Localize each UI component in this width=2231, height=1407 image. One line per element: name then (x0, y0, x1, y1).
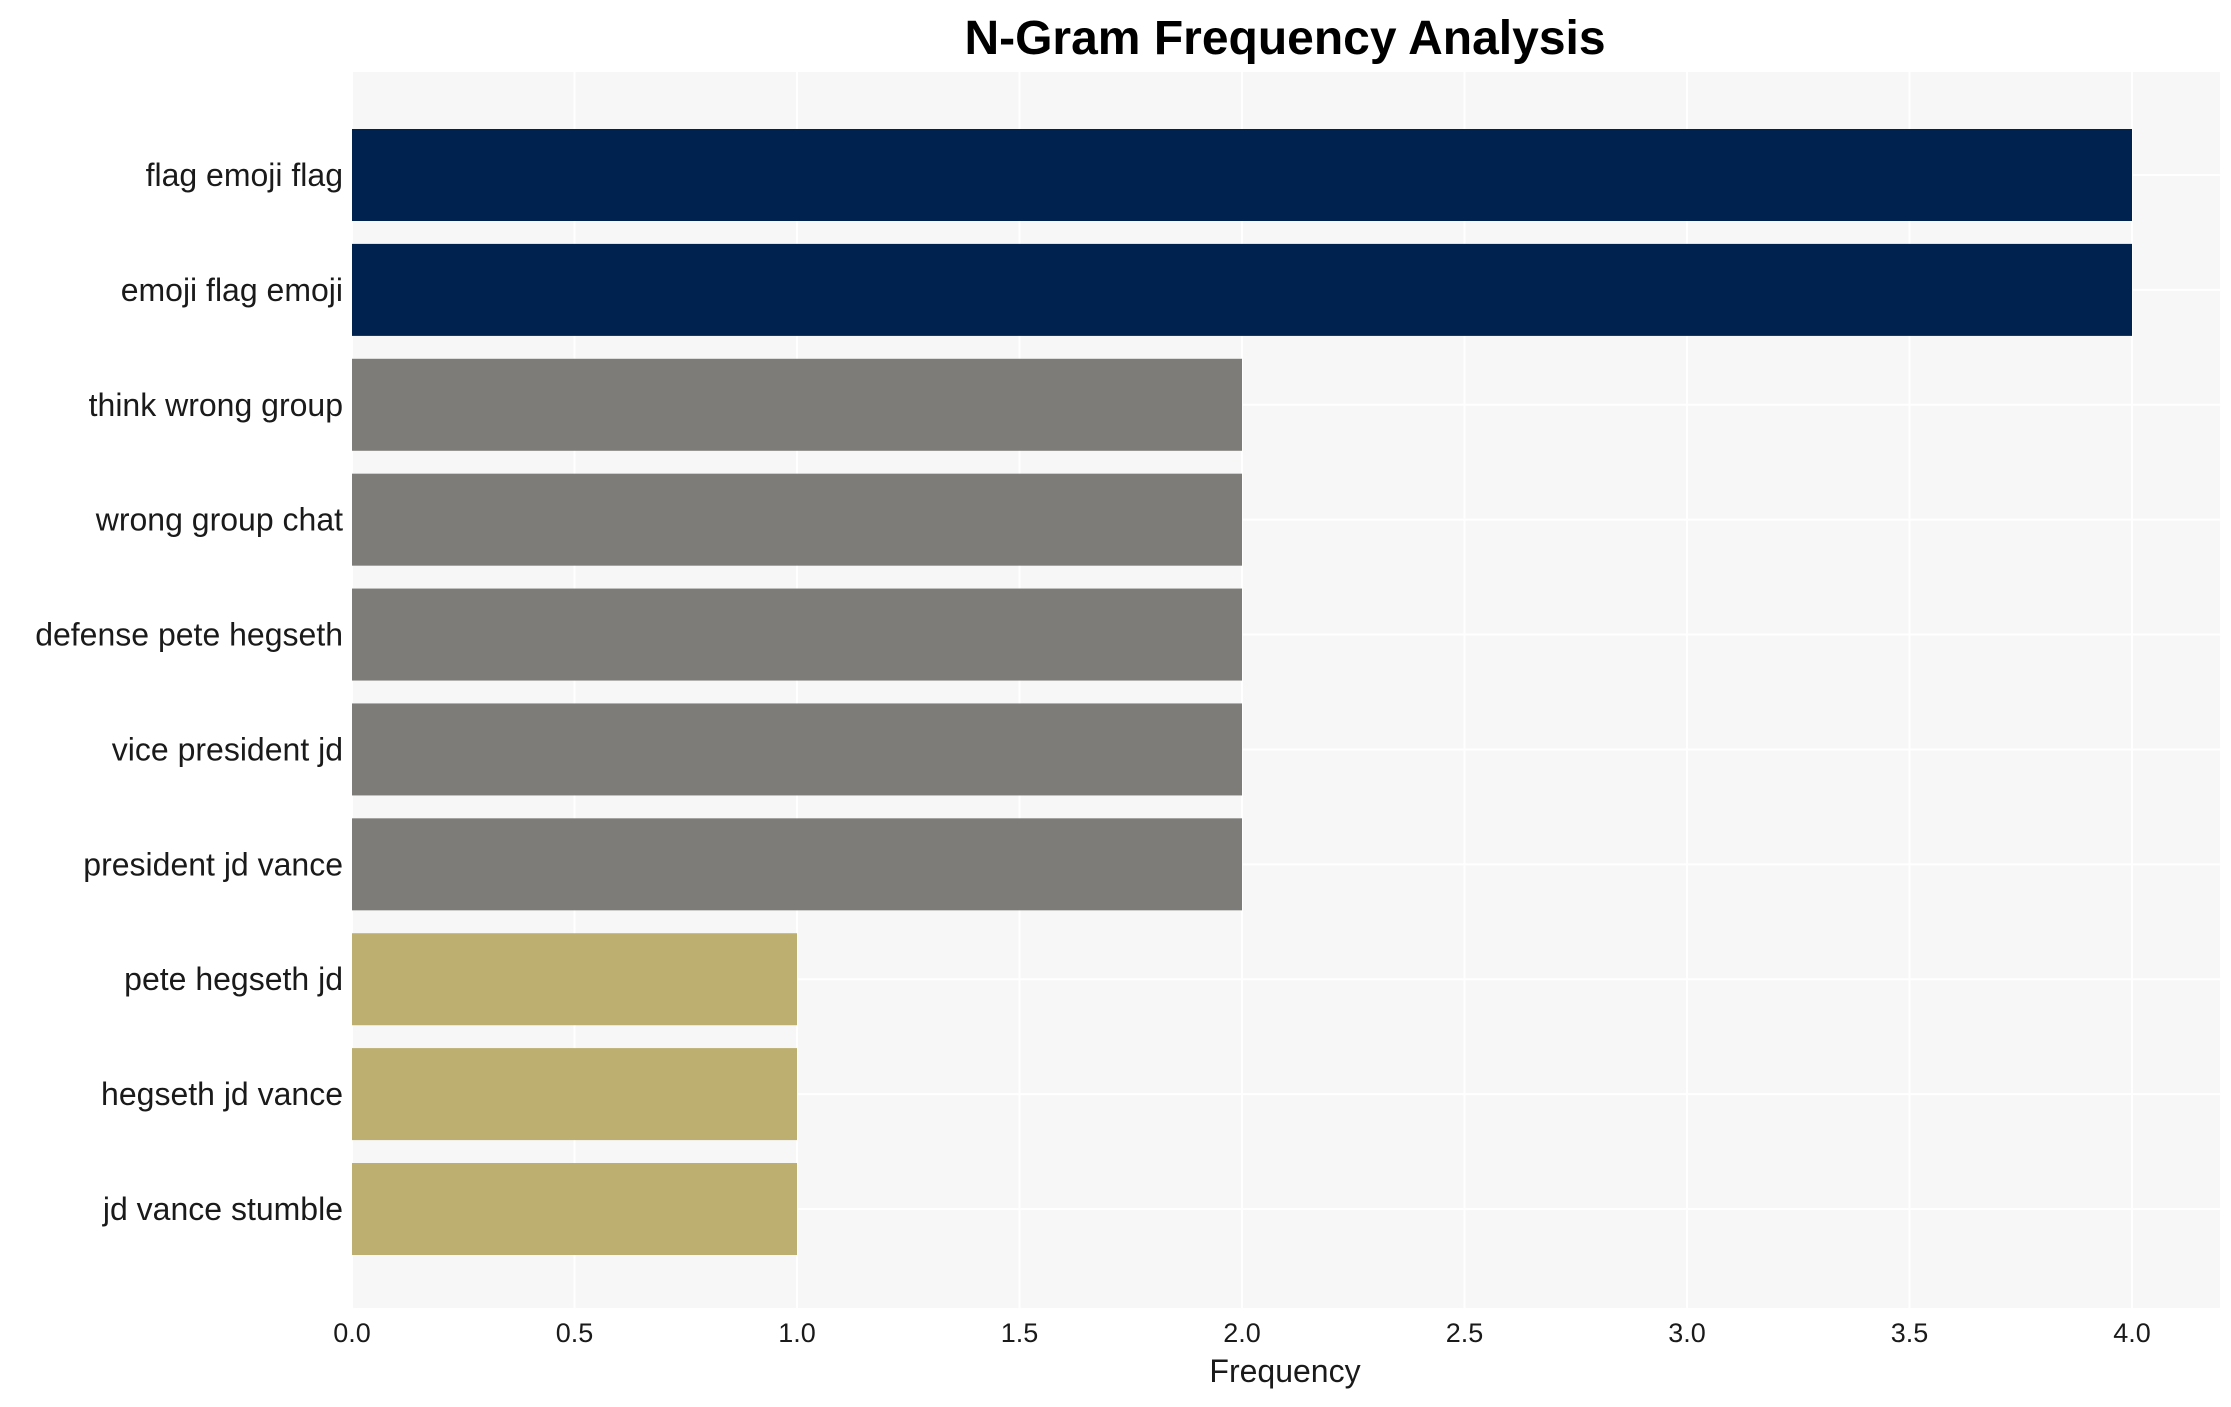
y-tick-label: pete hegseth jd (124, 961, 343, 997)
y-tick-label: flag emoji flag (146, 157, 343, 193)
bar (352, 1163, 797, 1255)
y-tick-label: defense pete hegseth (35, 617, 343, 653)
x-tick-label: 2.5 (1446, 1318, 1484, 1348)
bar (352, 703, 1242, 796)
y-tick-label: vice president jd (112, 731, 343, 767)
x-tick-label: 0.0 (333, 1318, 371, 1348)
bars (352, 129, 2132, 1255)
chart-title: N-Gram Frequency Analysis (964, 12, 1605, 65)
x-tick-label: 0.5 (556, 1318, 594, 1348)
y-tick-label: jd vance stumble (102, 1191, 343, 1227)
bar (352, 933, 797, 1026)
x-tick-label: 1.0 (778, 1318, 816, 1348)
x-axis-tick-labels: 0.0 0.5 1.0 1.5 2.0 2.5 3.0 3.5 4.0 (333, 1318, 2151, 1348)
y-tick-label: think wrong group (89, 387, 343, 423)
bar (352, 358, 1242, 451)
y-tick-label: wrong group chat (95, 502, 343, 538)
y-axis-tick-labels: flag emoji flag emoji flag emoji think wro… (35, 157, 343, 1227)
y-tick-label: hegseth jd vance (101, 1076, 343, 1112)
bar (352, 473, 1242, 566)
y-tick-label: president jd vance (83, 846, 343, 882)
x-tick-label: 4.0 (2113, 1318, 2151, 1348)
y-tick-label: emoji flag emoji (121, 272, 343, 308)
x-tick-label: 3.0 (1668, 1318, 1706, 1348)
x-tick-label: 3.5 (1891, 1318, 1929, 1348)
bar (352, 243, 2132, 336)
bar (352, 1048, 797, 1141)
x-tick-label: 2.0 (1223, 1318, 1261, 1348)
bar (352, 588, 1242, 681)
bar (352, 129, 2132, 221)
x-tick-label: 1.5 (1001, 1318, 1039, 1348)
bar (352, 818, 1242, 911)
x-axis-label: Frequency (1209, 1353, 1360, 1389)
